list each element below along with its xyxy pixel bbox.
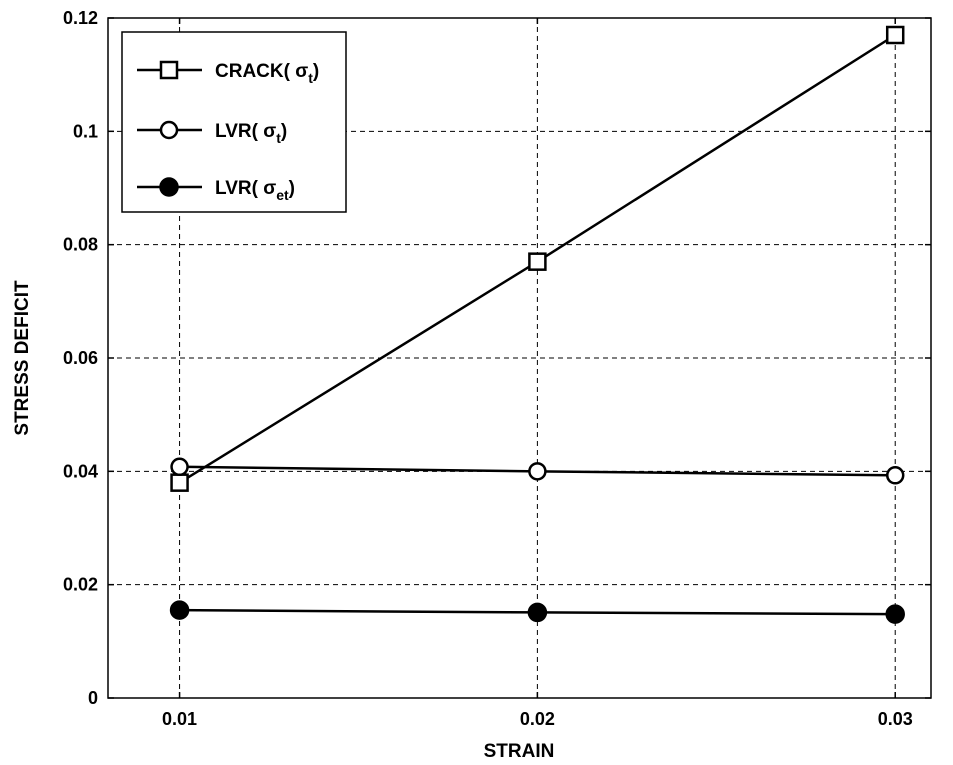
data-point — [528, 252, 547, 271]
x-axis-label: STRAIN — [484, 741, 555, 762]
x-tick-label: 0.01 — [162, 709, 197, 729]
legend: CRACK( σt) LVR( σt) LVR( σet) — [121, 31, 347, 213]
y-axis-label: STRESS DEFICIT — [12, 280, 33, 436]
data-point — [170, 473, 189, 492]
legend-entry: LVR( σet) — [137, 177, 295, 203]
y-tick-label: 0.1 — [73, 121, 98, 141]
data-point — [169, 600, 190, 620]
data-point — [527, 602, 548, 623]
tick-labels: 0 0.02 0.04 0.06 0.08 0.1 0.12 0.01 0.02 0.03 — [63, 8, 913, 729]
y-tick-label: 0.12 — [63, 8, 98, 28]
plot-frame — [107, 17, 932, 699]
legend-marker — [159, 177, 179, 197]
legend-label: LVR( σt) — [215, 121, 287, 146]
legend-label: CRACK( σt) — [215, 61, 319, 86]
legend-label: LVR( σet) — [215, 178, 295, 203]
y-tick-label: 0.02 — [63, 575, 98, 595]
y-tick-label: 0.04 — [63, 461, 98, 481]
series-3 — [169, 600, 905, 624]
legend-box — [121, 31, 347, 213]
series-2 — [170, 457, 905, 485]
legend-entry: CRACK( σt) — [137, 60, 319, 86]
x-tick-label: 0.03 — [878, 709, 913, 729]
series — [169, 25, 905, 624]
legend-marker — [159, 60, 179, 80]
series-1 — [170, 25, 905, 492]
legend-entry: LVR( σt) — [137, 120, 287, 146]
y-tick-label: 0.06 — [63, 348, 98, 368]
x-tick-label: 0.02 — [520, 709, 555, 729]
data-point — [885, 604, 905, 624]
legend-marker — [159, 120, 179, 140]
data-point — [885, 25, 905, 45]
data-point — [885, 466, 905, 485]
data-point — [528, 462, 547, 481]
y-tick-label: 0 — [88, 688, 98, 708]
data-point — [170, 457, 189, 477]
y-tick-label: 0.08 — [63, 235, 98, 255]
